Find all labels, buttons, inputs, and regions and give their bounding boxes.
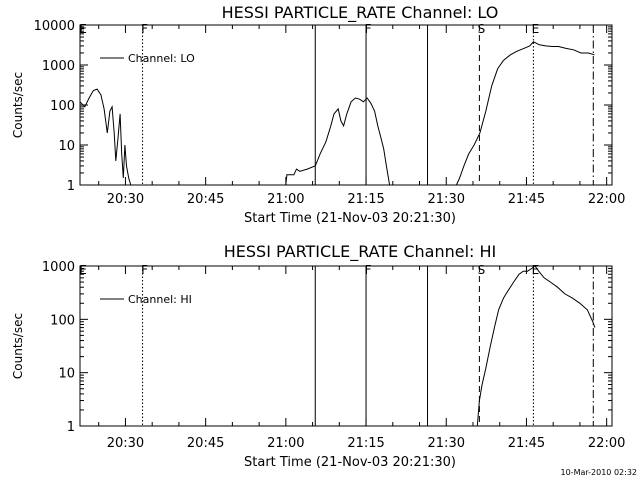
- hi-channel-panel: HESSI PARTICLE_RATE Channel: HI Start Tim…: [11, 242, 625, 470]
- data-series-line: [285, 97, 391, 186]
- x-tick-label: 20:45: [187, 192, 224, 207]
- y-tick-label: 100: [50, 313, 75, 328]
- x-tick-label: 22:00: [588, 436, 625, 451]
- y-tick-label: 10000: [34, 19, 75, 34]
- y-axis-label: Counts/sec: [11, 313, 25, 379]
- x-tick-label: 20:30: [107, 436, 144, 451]
- y-tick-label: 1000: [42, 260, 75, 275]
- y-tick-label: 1: [67, 420, 75, 435]
- event-marker-label: S: [478, 263, 486, 277]
- x-axis-label: Start Time (21-Nov-03 20:21:30): [244, 211, 456, 226]
- x-tick-label: 21:45: [508, 436, 545, 451]
- x-axis-label: Start Time (21-Nov-03 20:21:30): [244, 455, 456, 470]
- footer-timestamp: 10-Mar-2010 02:32: [561, 468, 638, 477]
- plot-frame: [79, 265, 613, 427]
- x-tick-label: 21:30: [428, 192, 465, 207]
- x-tick-label: 20:30: [107, 192, 144, 207]
- x-tick-label: 21:30: [428, 436, 465, 451]
- data-series-line: [455, 41, 595, 186]
- plot-frame: [79, 24, 613, 186]
- x-tick-label: 22:00: [588, 192, 625, 207]
- lo-channel-panel: HESSI PARTICLE_RATE Channel: LO Start Tim…: [11, 3, 625, 226]
- x-tick-label: 21:00: [267, 436, 304, 451]
- y-tick-label: 1: [67, 179, 75, 194]
- event-marker-label: E: [532, 22, 540, 36]
- chart-title: HESSI PARTICLE_RATE Channel: HI: [224, 242, 497, 262]
- data-series-line: [476, 265, 596, 427]
- edge-marker-label: E: [79, 22, 87, 36]
- x-tick-label: 21:45: [508, 192, 545, 207]
- y-axis-label: Counts/sec: [11, 72, 25, 138]
- x-tick-label: 21:00: [267, 192, 304, 207]
- event-marker-label: S: [478, 22, 486, 36]
- y-tick-label: 1000: [42, 59, 75, 74]
- y-tick-label: 10: [58, 139, 75, 154]
- chart-title: HESSI PARTICLE_RATE Channel: LO: [222, 3, 499, 23]
- legend-label: Channel: LO: [128, 52, 195, 65]
- event-marker-label: F: [141, 263, 148, 277]
- x-tick-label: 21:15: [347, 436, 384, 451]
- event-marker-label: E: [532, 263, 540, 277]
- event-marker-label: F: [365, 22, 372, 36]
- event-marker-label: F: [141, 22, 148, 36]
- legend-label: Channel: HI: [128, 293, 192, 306]
- data-series-line: [79, 88, 132, 186]
- y-tick-label: 10: [58, 367, 75, 382]
- x-tick-label: 21:15: [347, 192, 384, 207]
- event-marker-label: F: [365, 263, 372, 277]
- x-tick-label: 20:45: [187, 436, 224, 451]
- edge-marker-label: E: [79, 263, 87, 277]
- y-tick-label: 100: [50, 99, 75, 114]
